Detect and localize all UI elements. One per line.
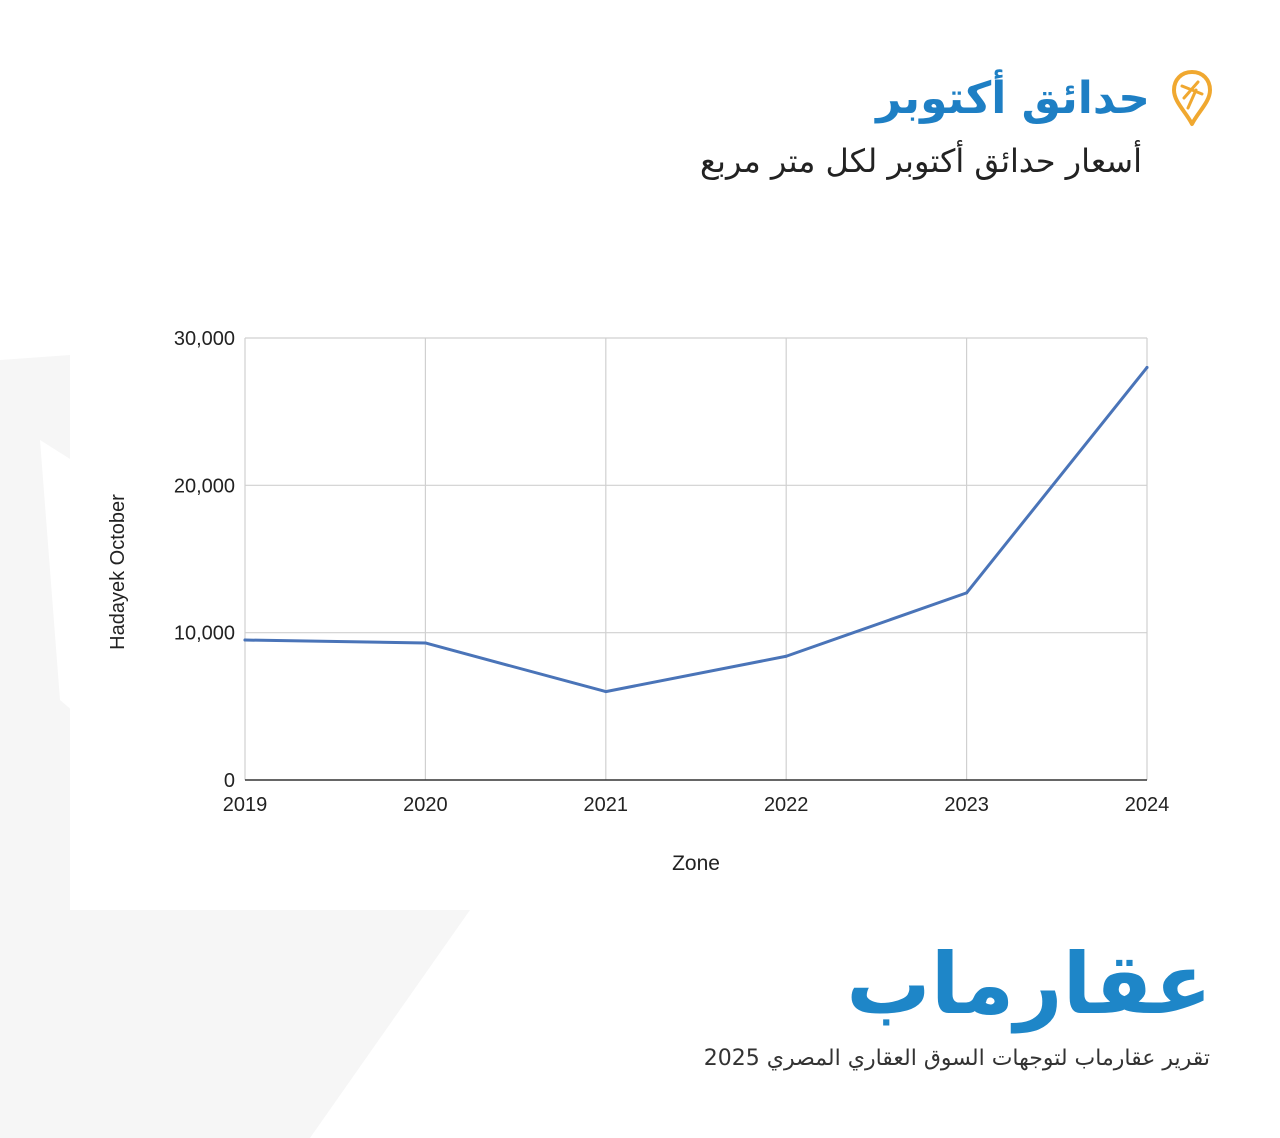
x-tick-label: 2023	[944, 794, 989, 816]
axes	[244, 338, 1147, 781]
y-tick-label: 20,000	[174, 475, 235, 497]
data-point	[423, 641, 427, 645]
header: حدائق أكتوبر أسعار حدائق أكتوبر لكل متر …	[452, 62, 1212, 180]
x-axis-title: Zone	[672, 852, 720, 875]
series	[243, 365, 1149, 694]
report-caption: تقرير عقارماب لتوجهات السوق العقاري المص…	[703, 1046, 1210, 1071]
series-line	[243, 365, 1149, 694]
map-pin-icon	[1172, 70, 1212, 126]
y-tick-label: 0	[224, 770, 235, 792]
x-tick-label: 2019	[223, 794, 268, 816]
data-point	[243, 638, 247, 642]
data-point	[965, 591, 969, 595]
line-chart: 0 10,000 20,000 30,000 2019 2020 2021 2022 2023 2…	[107, 328, 1169, 875]
y-axis-title: Hadayek October	[107, 494, 129, 650]
data-point	[784, 654, 788, 658]
x-tick-label: 2022	[764, 794, 809, 816]
x-tick-label: 2024	[1125, 794, 1170, 816]
data-point	[1145, 365, 1149, 369]
x-tick-label: 2020	[403, 794, 448, 816]
brand-logo-text: عقارماب	[846, 935, 1212, 1033]
y-tick-label: 10,000	[174, 623, 235, 645]
page-title: حدائق أكتوبر	[876, 72, 1150, 124]
x-tick-label: 2021	[584, 794, 629, 816]
data-point	[604, 690, 608, 694]
y-tick-label: 30,000	[174, 328, 235, 350]
grid-lines	[245, 337, 1148, 780]
page-subtitle: أسعار حدائق أكتوبر لكل متر مربع	[700, 142, 1142, 180]
tick-labels: 0 10,000 20,000 30,000 2019 2020 2021 2022 2023 2…	[174, 328, 1169, 816]
